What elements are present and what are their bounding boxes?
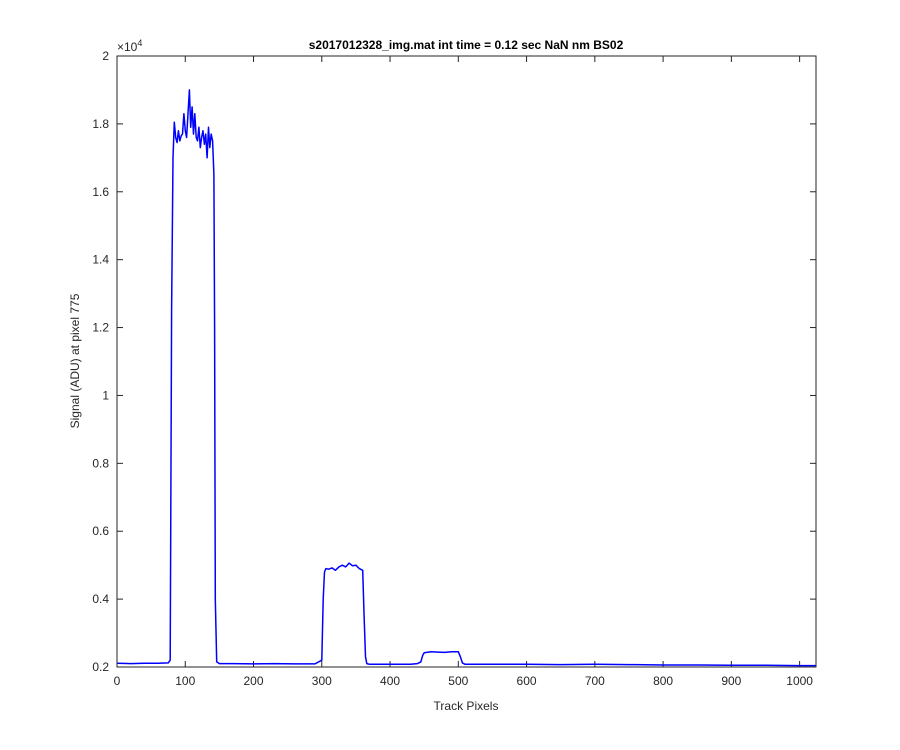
plot-area: [117, 56, 816, 667]
exponent-power: 4: [137, 38, 142, 48]
x-tick-label: 400: [380, 674, 400, 688]
series-group: [116, 89, 816, 667]
y-tick-label: 1.6: [92, 185, 109, 199]
y-tick-label: 0.6: [92, 524, 109, 538]
x-tick-label: 900: [721, 674, 741, 688]
y-tick-label: 1: [102, 388, 109, 402]
exponent-base: ×10: [117, 40, 138, 54]
y-tick-label: 0.4: [92, 592, 109, 606]
series-line: [116, 89, 816, 667]
x-tick-label: 0: [114, 674, 121, 688]
y-tick-label: 1.2: [92, 321, 109, 335]
y-tick-label: 0.2: [92, 660, 109, 674]
y-tick-label: 1.8: [92, 117, 109, 131]
x-tick-label: 700: [585, 674, 605, 688]
x-tick-label: 100: [175, 674, 195, 688]
chart-title: s2017012328_img.mat int time = 0.12 sec …: [309, 38, 624, 52]
y-axis-label: Signal (ADU) at pixel 775: [68, 293, 82, 428]
y-tick-label: 0.8: [92, 456, 109, 470]
x-axis-label: Track Pixels: [434, 699, 499, 713]
x-tick-label: 600: [517, 674, 537, 688]
plot-frame: [116, 55, 817, 668]
y-tick-label: 2: [102, 49, 109, 63]
y-exponent-label: ×104: [117, 38, 142, 54]
y-tick-label: 1.4: [92, 253, 109, 267]
x-tick-label: 1000: [786, 674, 813, 688]
x-tick-label: 300: [312, 674, 332, 688]
x-tick-label: 800: [653, 674, 673, 688]
x-tick-label: 200: [244, 674, 264, 688]
x-axis: 0 100 200 300 400 500 600 700 800 900 1000: [114, 56, 813, 688]
x-tick-label: 500: [448, 674, 468, 688]
